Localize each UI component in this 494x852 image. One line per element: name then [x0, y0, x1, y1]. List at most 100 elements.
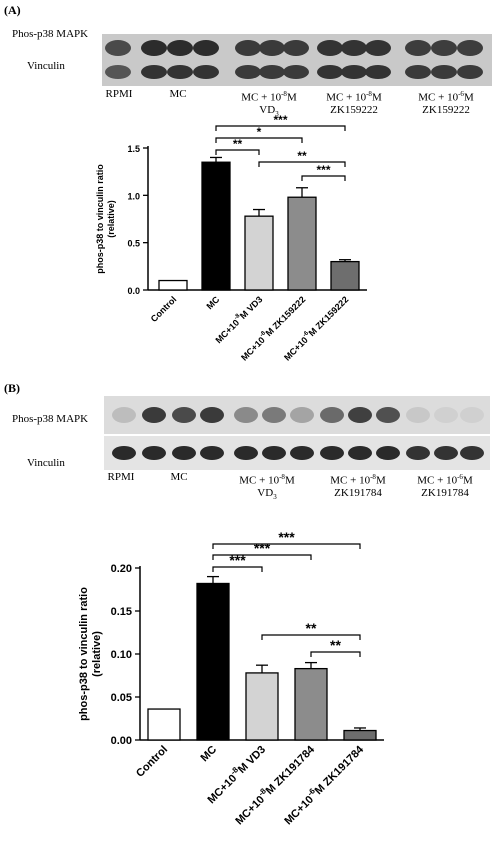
- y-tick-label-0: 0.0: [127, 286, 140, 296]
- band-phos-6: [290, 407, 314, 423]
- blot-a-lane-zk-8: MC + 10-8M ZK159222: [326, 90, 382, 116]
- band-vinculin-5: [262, 446, 286, 460]
- bar-4: [343, 729, 377, 741]
- blot-a-lane-zk-6: MC + 10-6M ZK159222: [418, 90, 474, 116]
- band-vinculin-4: [235, 65, 261, 79]
- blot-a-lane-labels: RPMI MC MC + 10-8M VD3 MC + 10-8M ZK1592…: [102, 88, 492, 118]
- band-phos-0: [105, 40, 131, 56]
- band-vinculin-8: [341, 65, 367, 79]
- blot-b-image: [104, 396, 490, 470]
- significance-bracket-0: [212, 543, 361, 549]
- significance-label-3: **: [306, 620, 317, 636]
- blot-a-row-phos-label: Phos-p38 MAPK: [12, 28, 89, 40]
- band-phos-12: [457, 40, 483, 56]
- band-vinculin-3: [200, 446, 224, 460]
- band-phos-8: [348, 407, 372, 423]
- band-vinculin-7: [320, 446, 344, 460]
- band-vinculin-10: [406, 446, 430, 460]
- band-phos-4: [235, 40, 261, 56]
- band-vinculin-1: [142, 446, 166, 460]
- y-axis-label-line-1: (relative): [91, 631, 103, 677]
- band-vinculin-0: [105, 65, 131, 79]
- band-phos-7: [317, 40, 343, 56]
- band-vinculin-2: [172, 446, 196, 460]
- significance-bracket-2: [215, 149, 260, 155]
- x-tick-label-0: Control: [134, 744, 170, 780]
- band-vinculin-0: [112, 446, 136, 460]
- band-phos-8: [341, 40, 367, 56]
- band-phos-2: [167, 40, 193, 56]
- significance-label-2: **: [233, 137, 243, 151]
- band-phos-12: [460, 407, 484, 423]
- band-vinculin-6: [290, 446, 314, 460]
- band-vinculin-11: [434, 446, 458, 460]
- y-tick-label-3: 1.5: [127, 144, 140, 154]
- bar-3: [287, 196, 317, 291]
- significance-bracket-2: [212, 566, 263, 572]
- band-phos-7: [320, 407, 344, 423]
- significance-label-3: **: [297, 149, 307, 163]
- blot-a-row-vinculin-label: Vinculin: [27, 60, 65, 72]
- y-axis-label-line-0: phos-p38 to vinculin ratio: [95, 164, 105, 274]
- band-phos-5: [262, 407, 286, 423]
- significance-label-0: ***: [273, 113, 287, 127]
- band-phos-1: [142, 407, 166, 423]
- band-vinculin-10: [405, 65, 431, 79]
- bar-3: [294, 667, 328, 741]
- significance-bracket-0: [215, 125, 346, 131]
- chart-a: 0.0 0.5 1.0 1.5 phos-p38 to vinculin ratio (r…: [95, 113, 367, 363]
- y-tick-label-1: 0.5: [127, 239, 140, 249]
- x-tick-label-1: MC: [199, 744, 220, 765]
- significance-bracket-1: [212, 554, 312, 560]
- blot-a-image: [102, 34, 492, 86]
- band-vinculin-9: [365, 65, 391, 79]
- blot-b-lane-mc: MC: [170, 471, 188, 483]
- band-phos-3: [193, 40, 219, 56]
- band-phos-4: [234, 407, 258, 423]
- band-vinculin-5: [259, 65, 285, 79]
- x-tick-label-0: Control: [149, 294, 179, 324]
- bar-4: [330, 260, 360, 291]
- blot-a-lane-rpmi: RPMI: [105, 88, 133, 100]
- significance-label-1: *: [257, 125, 262, 139]
- y-axis-label-line-1: (relative): [106, 200, 116, 238]
- panel-a-label: (A): [4, 3, 21, 17]
- band-phos-11: [431, 40, 457, 56]
- bar-0: [158, 279, 188, 291]
- bar-1: [196, 582, 230, 741]
- band-phos-3: [200, 407, 224, 423]
- significance-bracket-3: [261, 634, 361, 640]
- panel-b-label: (B): [4, 381, 20, 395]
- significance-bracket-1: [215, 137, 303, 143]
- y-tick-label-0: 0.00: [111, 735, 132, 747]
- blot-a-lane-mc: MC: [169, 88, 187, 100]
- bar-1: [201, 161, 231, 291]
- band-phos-0: [112, 407, 136, 423]
- blot-b-lane-labels: RPMI MC MC + 10-8M VD3 MC + 10-8M ZK1917…: [104, 471, 490, 501]
- band-phos-6: [283, 40, 309, 56]
- bar-0: [147, 708, 181, 741]
- band-phos-10: [405, 40, 431, 56]
- y-axis-label-line-0: phos-p38 to vinculin ratio: [78, 587, 90, 721]
- y-tick-label-2: 0.10: [111, 649, 132, 661]
- y-tick-label-3: 0.15: [111, 606, 132, 618]
- band-phos-2: [172, 407, 196, 423]
- band-phos-9: [376, 407, 400, 423]
- significance-bracket-4: [310, 651, 361, 657]
- significance-label-0: ***: [278, 529, 295, 545]
- x-tick-label-1: MC: [204, 294, 221, 311]
- band-phos-11: [434, 407, 458, 423]
- blot-b-lane-vd3: MC + 10-8M VD3: [239, 473, 295, 501]
- band-phos-9: [365, 40, 391, 56]
- y-tick-label-1: 0.05: [111, 692, 132, 704]
- significance-label-2: ***: [229, 552, 246, 568]
- blot-b-bands: [112, 407, 484, 460]
- band-phos-10: [406, 407, 430, 423]
- band-vinculin-2: [167, 65, 193, 79]
- band-phos-1: [141, 40, 167, 56]
- significance-bracket-4: [301, 175, 346, 181]
- blot-a-bands: [105, 40, 483, 79]
- blot-b-row-phos-label: Phos-p38 MAPK: [12, 413, 89, 425]
- chart-b: 0.00 0.05 0.10 0.15 0.20 phos-p38 to vinculin…: [78, 529, 384, 827]
- blot-b-lane-zk-6: MC + 10-6M ZK191784: [417, 473, 473, 499]
